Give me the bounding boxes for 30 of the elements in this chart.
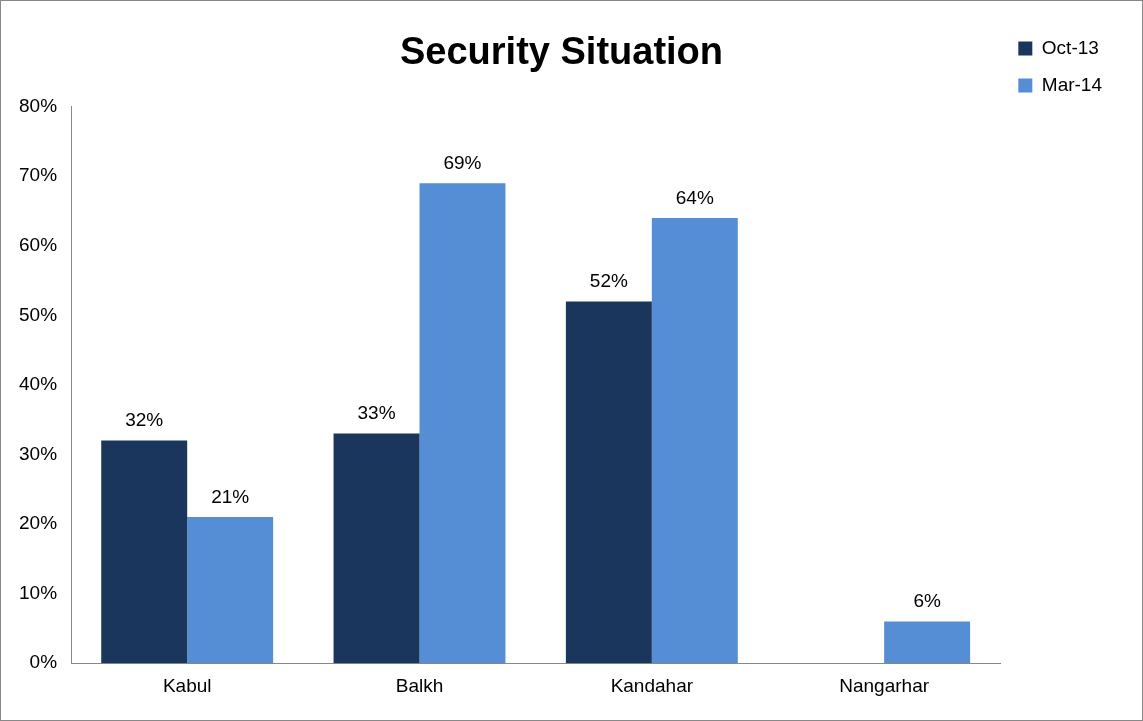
y-tick-label: 30% <box>19 442 58 464</box>
y-tick-label: 0% <box>29 651 58 673</box>
data-label: 52% <box>589 270 628 292</box>
y-tick-label: 70% <box>19 164 58 186</box>
y-tick-label: 40% <box>19 373 58 395</box>
y-tick-label: 80% <box>19 94 58 116</box>
legend-label: Mar-14 <box>1041 73 1103 95</box>
x-tick-label: Balkh <box>395 674 444 696</box>
bar <box>187 517 274 664</box>
data-label: 21% <box>211 485 250 507</box>
legend-label: Oct-13 <box>1041 36 1099 58</box>
data-label: 33% <box>357 402 396 424</box>
data-label: 32% <box>125 409 164 431</box>
bar <box>101 440 188 664</box>
chart-title: Security Situation <box>399 30 724 73</box>
x-tick-label: Kandahar <box>610 674 694 696</box>
bar <box>651 217 738 664</box>
data-label: 69% <box>443 151 482 173</box>
x-tick-label: Nangarhar <box>839 674 930 696</box>
data-label: 6% <box>913 590 941 612</box>
x-tick-label: Kabul <box>162 674 212 696</box>
bar <box>884 621 971 664</box>
bar <box>565 301 652 664</box>
data-label: 64% <box>675 186 714 208</box>
y-tick-label: 20% <box>19 512 58 534</box>
y-tick-label: 60% <box>19 233 58 255</box>
y-tick-label: 10% <box>19 581 58 603</box>
bar <box>419 183 506 664</box>
y-tick-label: 50% <box>19 303 58 325</box>
bar <box>333 433 420 664</box>
